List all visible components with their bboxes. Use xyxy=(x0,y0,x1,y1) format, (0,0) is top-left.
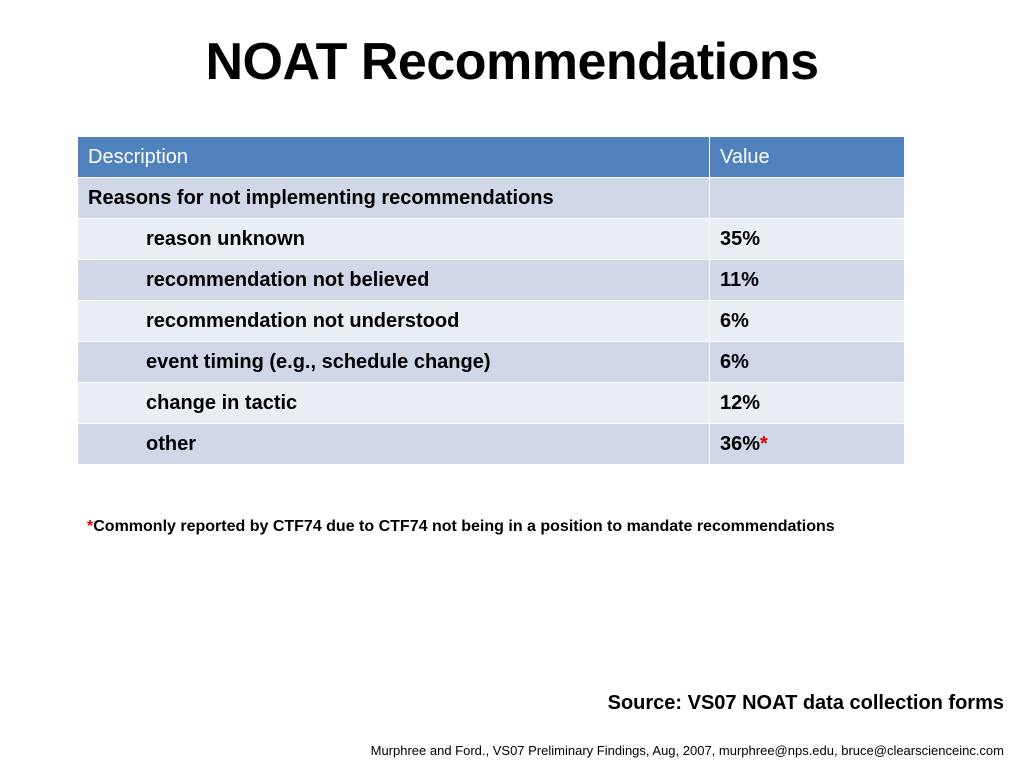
section-value xyxy=(709,177,905,219)
table-row: change in tactic 12% xyxy=(77,382,905,424)
asterisk-marker: * xyxy=(760,432,768,455)
row-description: reason unknown xyxy=(77,218,710,260)
header-value: Value xyxy=(709,136,905,178)
source-line: Source: VS07 NOAT data collection forms xyxy=(607,692,1004,714)
table-row: recommendation not understood 6% xyxy=(77,300,905,342)
table-row: reason unknown 35% xyxy=(77,218,905,260)
table-row: event timing (e.g., schedule change) 6% xyxy=(77,341,905,383)
row-value-text: 36% xyxy=(720,432,761,455)
row-value: 12% xyxy=(709,382,905,424)
row-description: change in tactic xyxy=(77,382,710,424)
row-value: 11% xyxy=(709,259,905,301)
section-label: Reasons for not implementing recommendat… xyxy=(77,177,710,219)
row-description: other xyxy=(77,423,710,465)
row-value: 35% xyxy=(709,218,905,260)
table-section-row: Reasons for not implementing recommendat… xyxy=(77,177,905,219)
row-description: event timing (e.g., schedule change) xyxy=(77,341,710,383)
footnote-text: Commonly reported by CTF74 due to CTF74 … xyxy=(93,518,835,535)
footnote-asterisk: * xyxy=(87,518,94,535)
slide-title: NOAT Recommendations xyxy=(205,33,819,91)
row-description: recommendation not understood xyxy=(77,300,710,342)
row-description: recommendation not believed xyxy=(77,259,710,301)
header-description: Description xyxy=(77,136,710,178)
footnote: *Commonly reported by CTF74 due to CTF74… xyxy=(87,518,835,536)
table-header-row: Description Value xyxy=(77,136,905,178)
citation-line: Murphree and Ford., VS07 Preliminary Fin… xyxy=(370,743,1004,758)
row-value: 36%* xyxy=(709,423,905,465)
table-row: recommendation not believed 11% xyxy=(77,259,905,301)
recommendations-table: Description Value Reasons for not implem… xyxy=(77,136,905,465)
table-row: other 36%* xyxy=(77,423,905,465)
row-value: 6% xyxy=(709,300,905,342)
row-value: 6% xyxy=(709,341,905,383)
